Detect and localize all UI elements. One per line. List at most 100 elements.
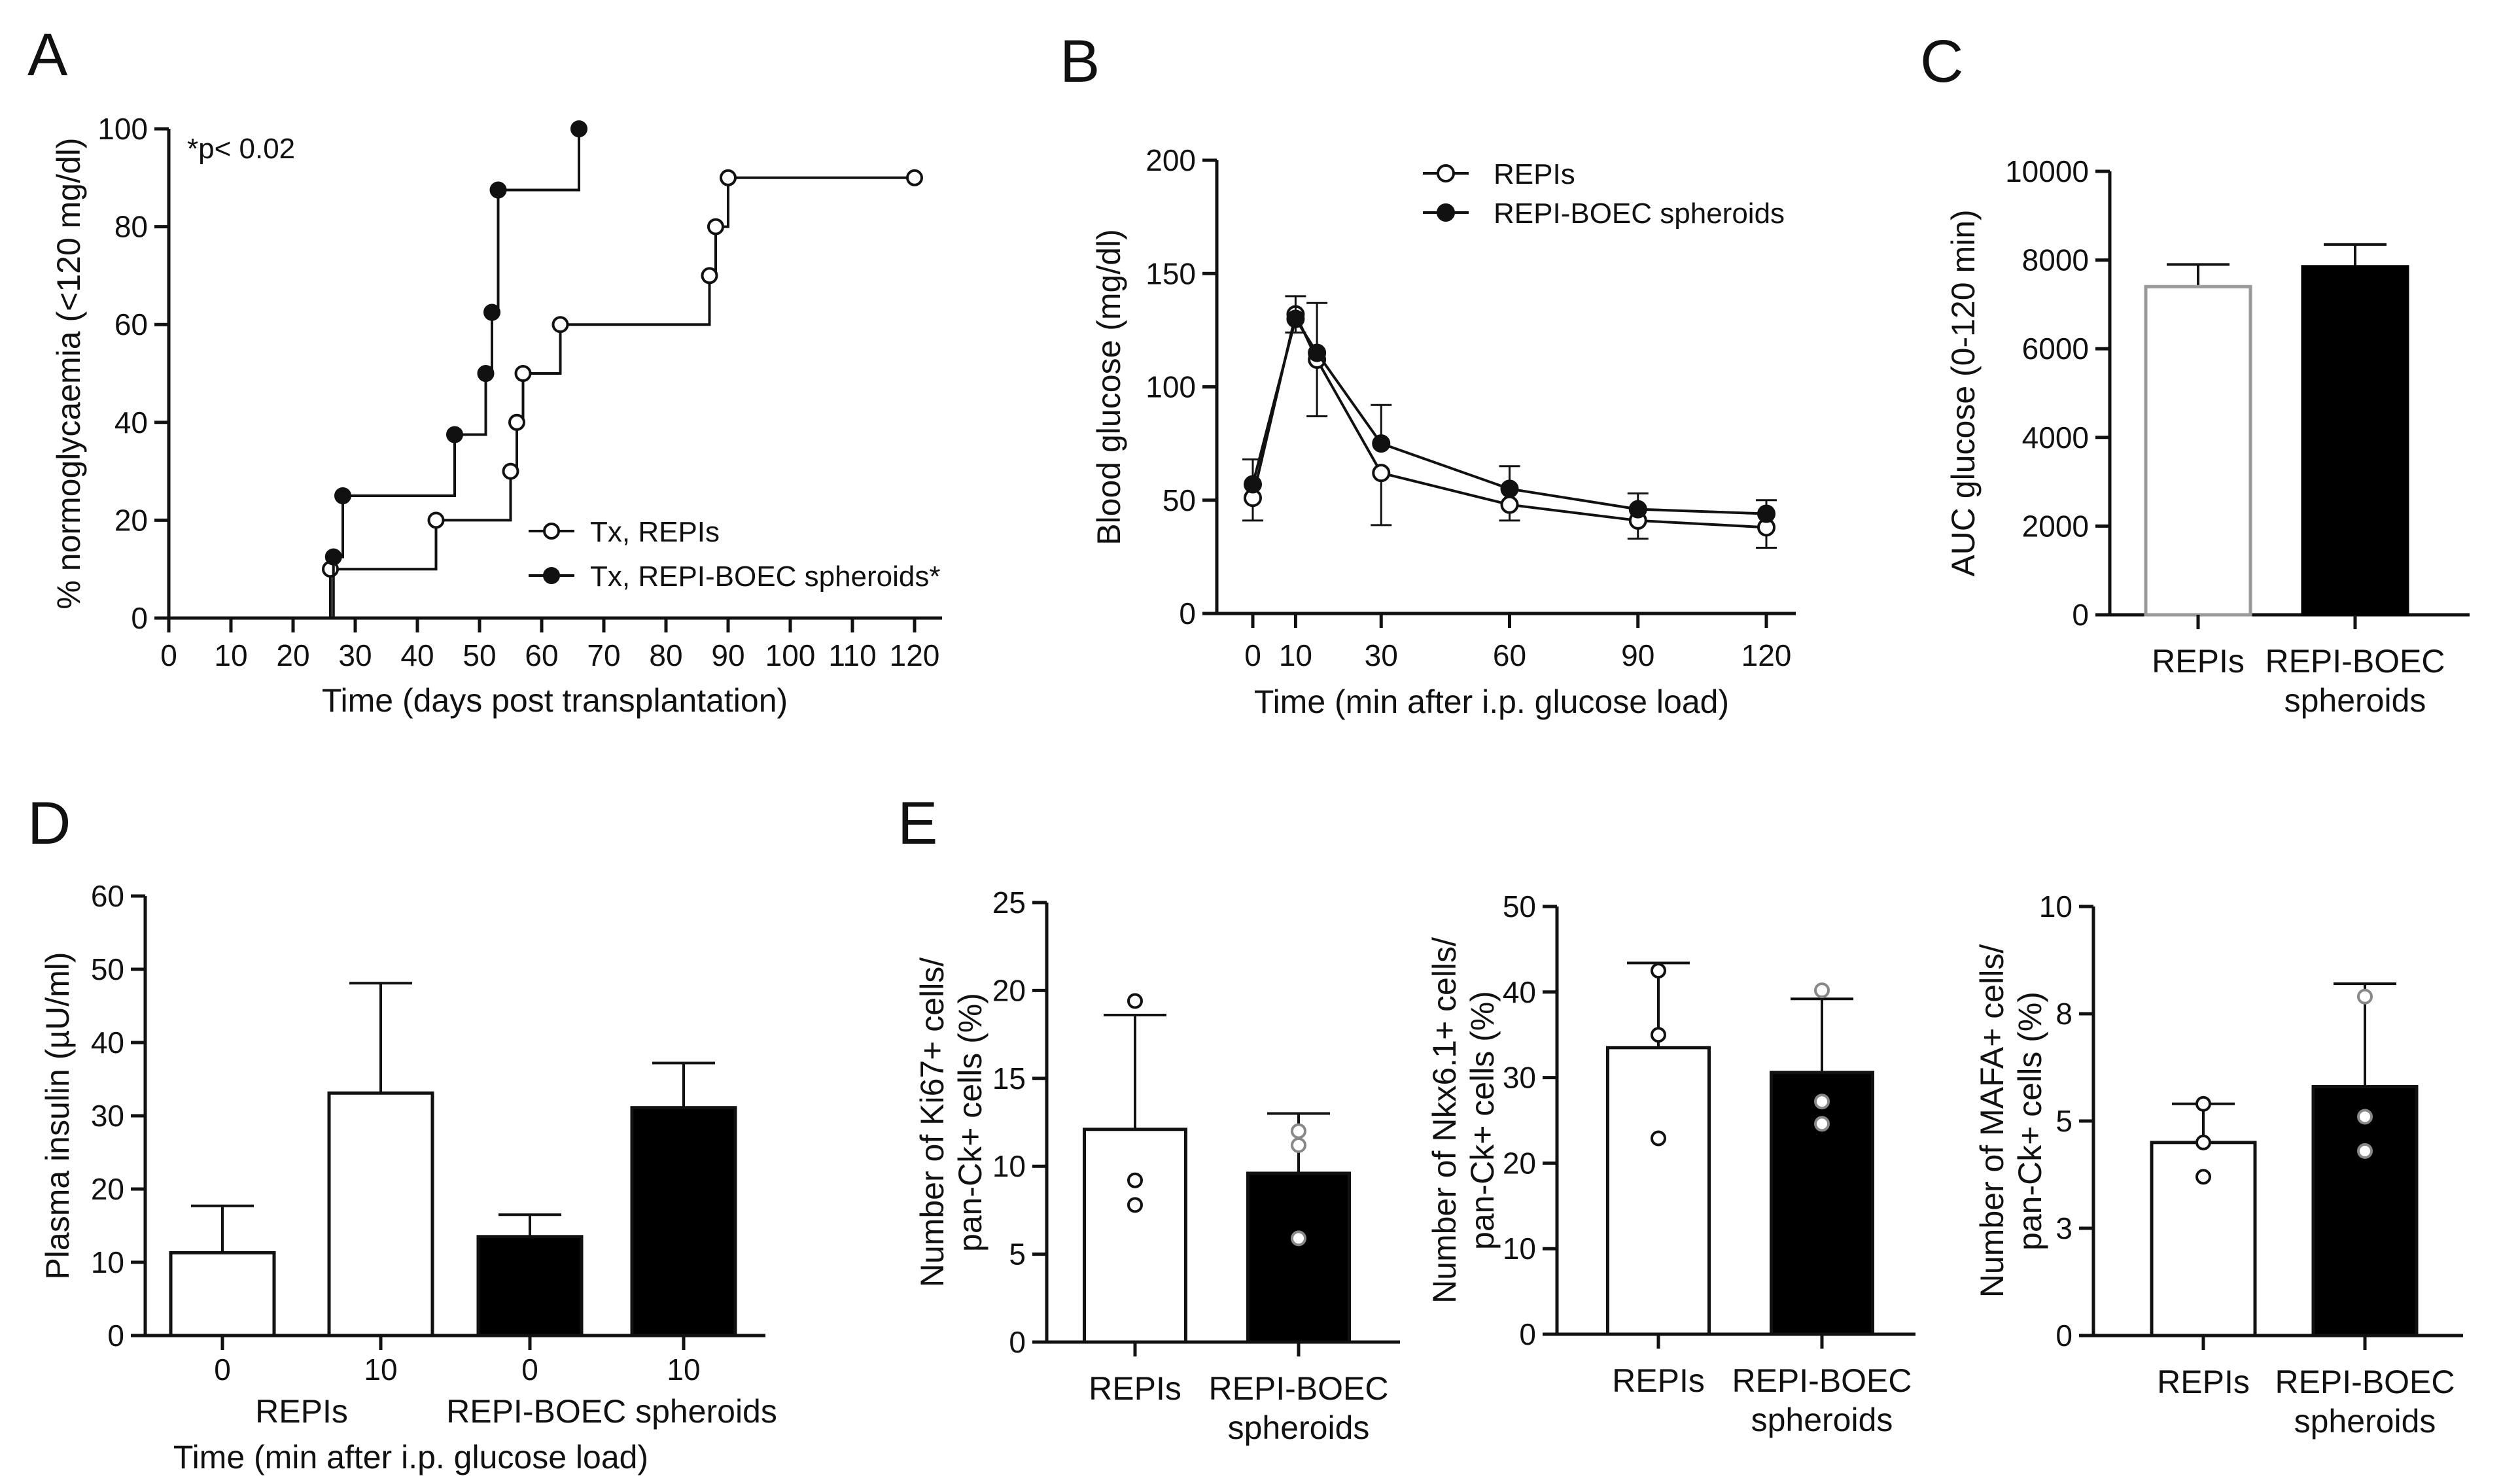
y-axis-label: Number of MAFA+ cells/: [1974, 944, 2010, 1298]
y-tick-label: 3: [2055, 1211, 2073, 1245]
y-tick-label: 5: [2055, 1104, 2073, 1138]
x-category-label: REPIs: [1612, 1362, 1705, 1399]
chart-b-blood-glucose: 0 50 100 150 200 0 10 30 60 90 120 Time (min after …: [1091, 143, 1796, 720]
x-tick-label: 40: [400, 638, 434, 672]
x-tick-label: 10: [214, 638, 247, 672]
data-point: [1372, 434, 1391, 453]
y-tick-label: 80: [114, 210, 148, 244]
data-point: [1814, 1116, 1830, 1132]
data-point: [1651, 1130, 1666, 1147]
chart-d-plasma-insulin: 0 10 20 30 40 50 60 Plasma insulin (µU/ml) 0 10 0 1…: [39, 879, 777, 1475]
y-tick-label: 8000: [2022, 243, 2089, 277]
data-point: [2357, 1143, 2373, 1159]
data-point: [1308, 343, 1327, 362]
y-tick-label: 0: [1009, 1325, 1026, 1359]
data-point: [1286, 309, 1305, 328]
y-axis-label: pan-Ck+ cells (%): [2012, 992, 2048, 1251]
x-tick-label: 90: [1621, 638, 1654, 672]
series-line: [329, 176, 915, 618]
data-point: [1814, 982, 1830, 999]
y-tick-label: 10: [2039, 889, 2073, 923]
y-tick-label: 30: [1503, 1061, 1536, 1095]
y-tick-label: 10: [992, 1149, 1026, 1183]
data-point: [1500, 479, 1519, 498]
bar: [1770, 1071, 1874, 1336]
y-tick-label: 0: [107, 1319, 124, 1353]
x-category-label: REPI-BOEC: [2275, 1364, 2455, 1400]
x-category-label: 0: [214, 1353, 231, 1387]
y-tick-label: 5: [1009, 1237, 1026, 1271]
x-category-label: REPIs: [2152, 643, 2245, 680]
data-point: [1127, 993, 1143, 1009]
y-tick-label: 20: [1503, 1146, 1536, 1180]
x-tick-label: 60: [1493, 638, 1526, 672]
bar: [169, 1251, 276, 1337]
y-tick-label: 60: [114, 307, 148, 341]
bar: [476, 1235, 584, 1337]
x-category-label: REPI-BOEC: [1208, 1370, 1388, 1407]
bar: [1083, 1128, 1187, 1344]
y-tick-label: 6000: [2022, 332, 2089, 366]
data-point: [2195, 1096, 2211, 1112]
data-point: [1757, 504, 1775, 523]
data-point: [707, 218, 724, 235]
legend-marker: [1437, 164, 1455, 182]
y-tick-label: 0: [131, 601, 148, 635]
y-tick-label: 0: [2055, 1319, 2073, 1353]
y-axis-label: AUC glucose (0-120 min): [1945, 209, 1982, 576]
x-category-label: REPIs: [1089, 1370, 1181, 1407]
x-group-label: REPI-BOEC spheroids: [446, 1393, 777, 1430]
x-tick-label: 0: [160, 638, 177, 672]
x-tick-label: 50: [463, 638, 496, 672]
data-point: [334, 487, 351, 504]
y-tick-label: 10: [91, 1245, 124, 1279]
y-tick-label: 50: [1163, 483, 1196, 517]
y-tick-label: 15: [992, 1061, 1026, 1096]
data-point: [1244, 475, 1262, 494]
data-point: [1628, 500, 1647, 519]
data-point: [1291, 1137, 1306, 1153]
x-tick-label: 110: [828, 638, 876, 672]
x-category-label: spheroids: [1228, 1409, 1370, 1446]
y-tick-label: 200: [1146, 143, 1196, 177]
x-tick-label: 120: [1741, 638, 1792, 672]
data-point: [1651, 1027, 1666, 1043]
y-tick-label: 40: [114, 406, 148, 440]
data-point: [477, 365, 495, 382]
data-point: [1291, 1123, 1306, 1139]
y-tick-label: 0: [2072, 598, 2089, 632]
panel-letter-d: D: [27, 790, 71, 857]
legend-label: Tx, REPIs: [590, 516, 720, 548]
panel-letter-c: C: [1920, 28, 1963, 95]
bar: [630, 1106, 737, 1337]
legend-label: REPI-BOEC spheroids: [1494, 198, 1785, 230]
y-tick-label: 40: [91, 1026, 124, 1060]
y-tick-label: 40: [1503, 975, 1536, 1009]
x-category-label: 10: [667, 1353, 700, 1387]
data-point: [1291, 1230, 1306, 1247]
y-tick-label: 100: [1146, 370, 1196, 404]
y-axis-label: Number of Ki67+ cells/: [914, 958, 951, 1288]
x-tick-label: 0: [1244, 638, 1261, 672]
y-axis-label: pan-Ck+ cells (%): [952, 993, 988, 1252]
x-tick-label: 70: [587, 638, 620, 672]
bar: [1606, 1046, 1711, 1336]
data-point: [1127, 1172, 1143, 1188]
bar: [2301, 265, 2409, 617]
x-category-label: spheroids: [1751, 1402, 1893, 1438]
y-axis-label: Number of Nkx6.1+ cells/: [1426, 937, 1463, 1303]
data-point: [483, 303, 500, 321]
data-point: [906, 169, 923, 186]
data-point: [514, 365, 532, 382]
panel-letter-a: A: [27, 22, 68, 88]
data-point: [1651, 963, 1666, 979]
data-point: [1372, 464, 1391, 483]
x-category-label: spheroids: [2294, 1403, 2436, 1440]
data-point: [502, 462, 519, 480]
data-point: [489, 181, 507, 199]
y-tick-label: 4000: [2022, 421, 2089, 455]
